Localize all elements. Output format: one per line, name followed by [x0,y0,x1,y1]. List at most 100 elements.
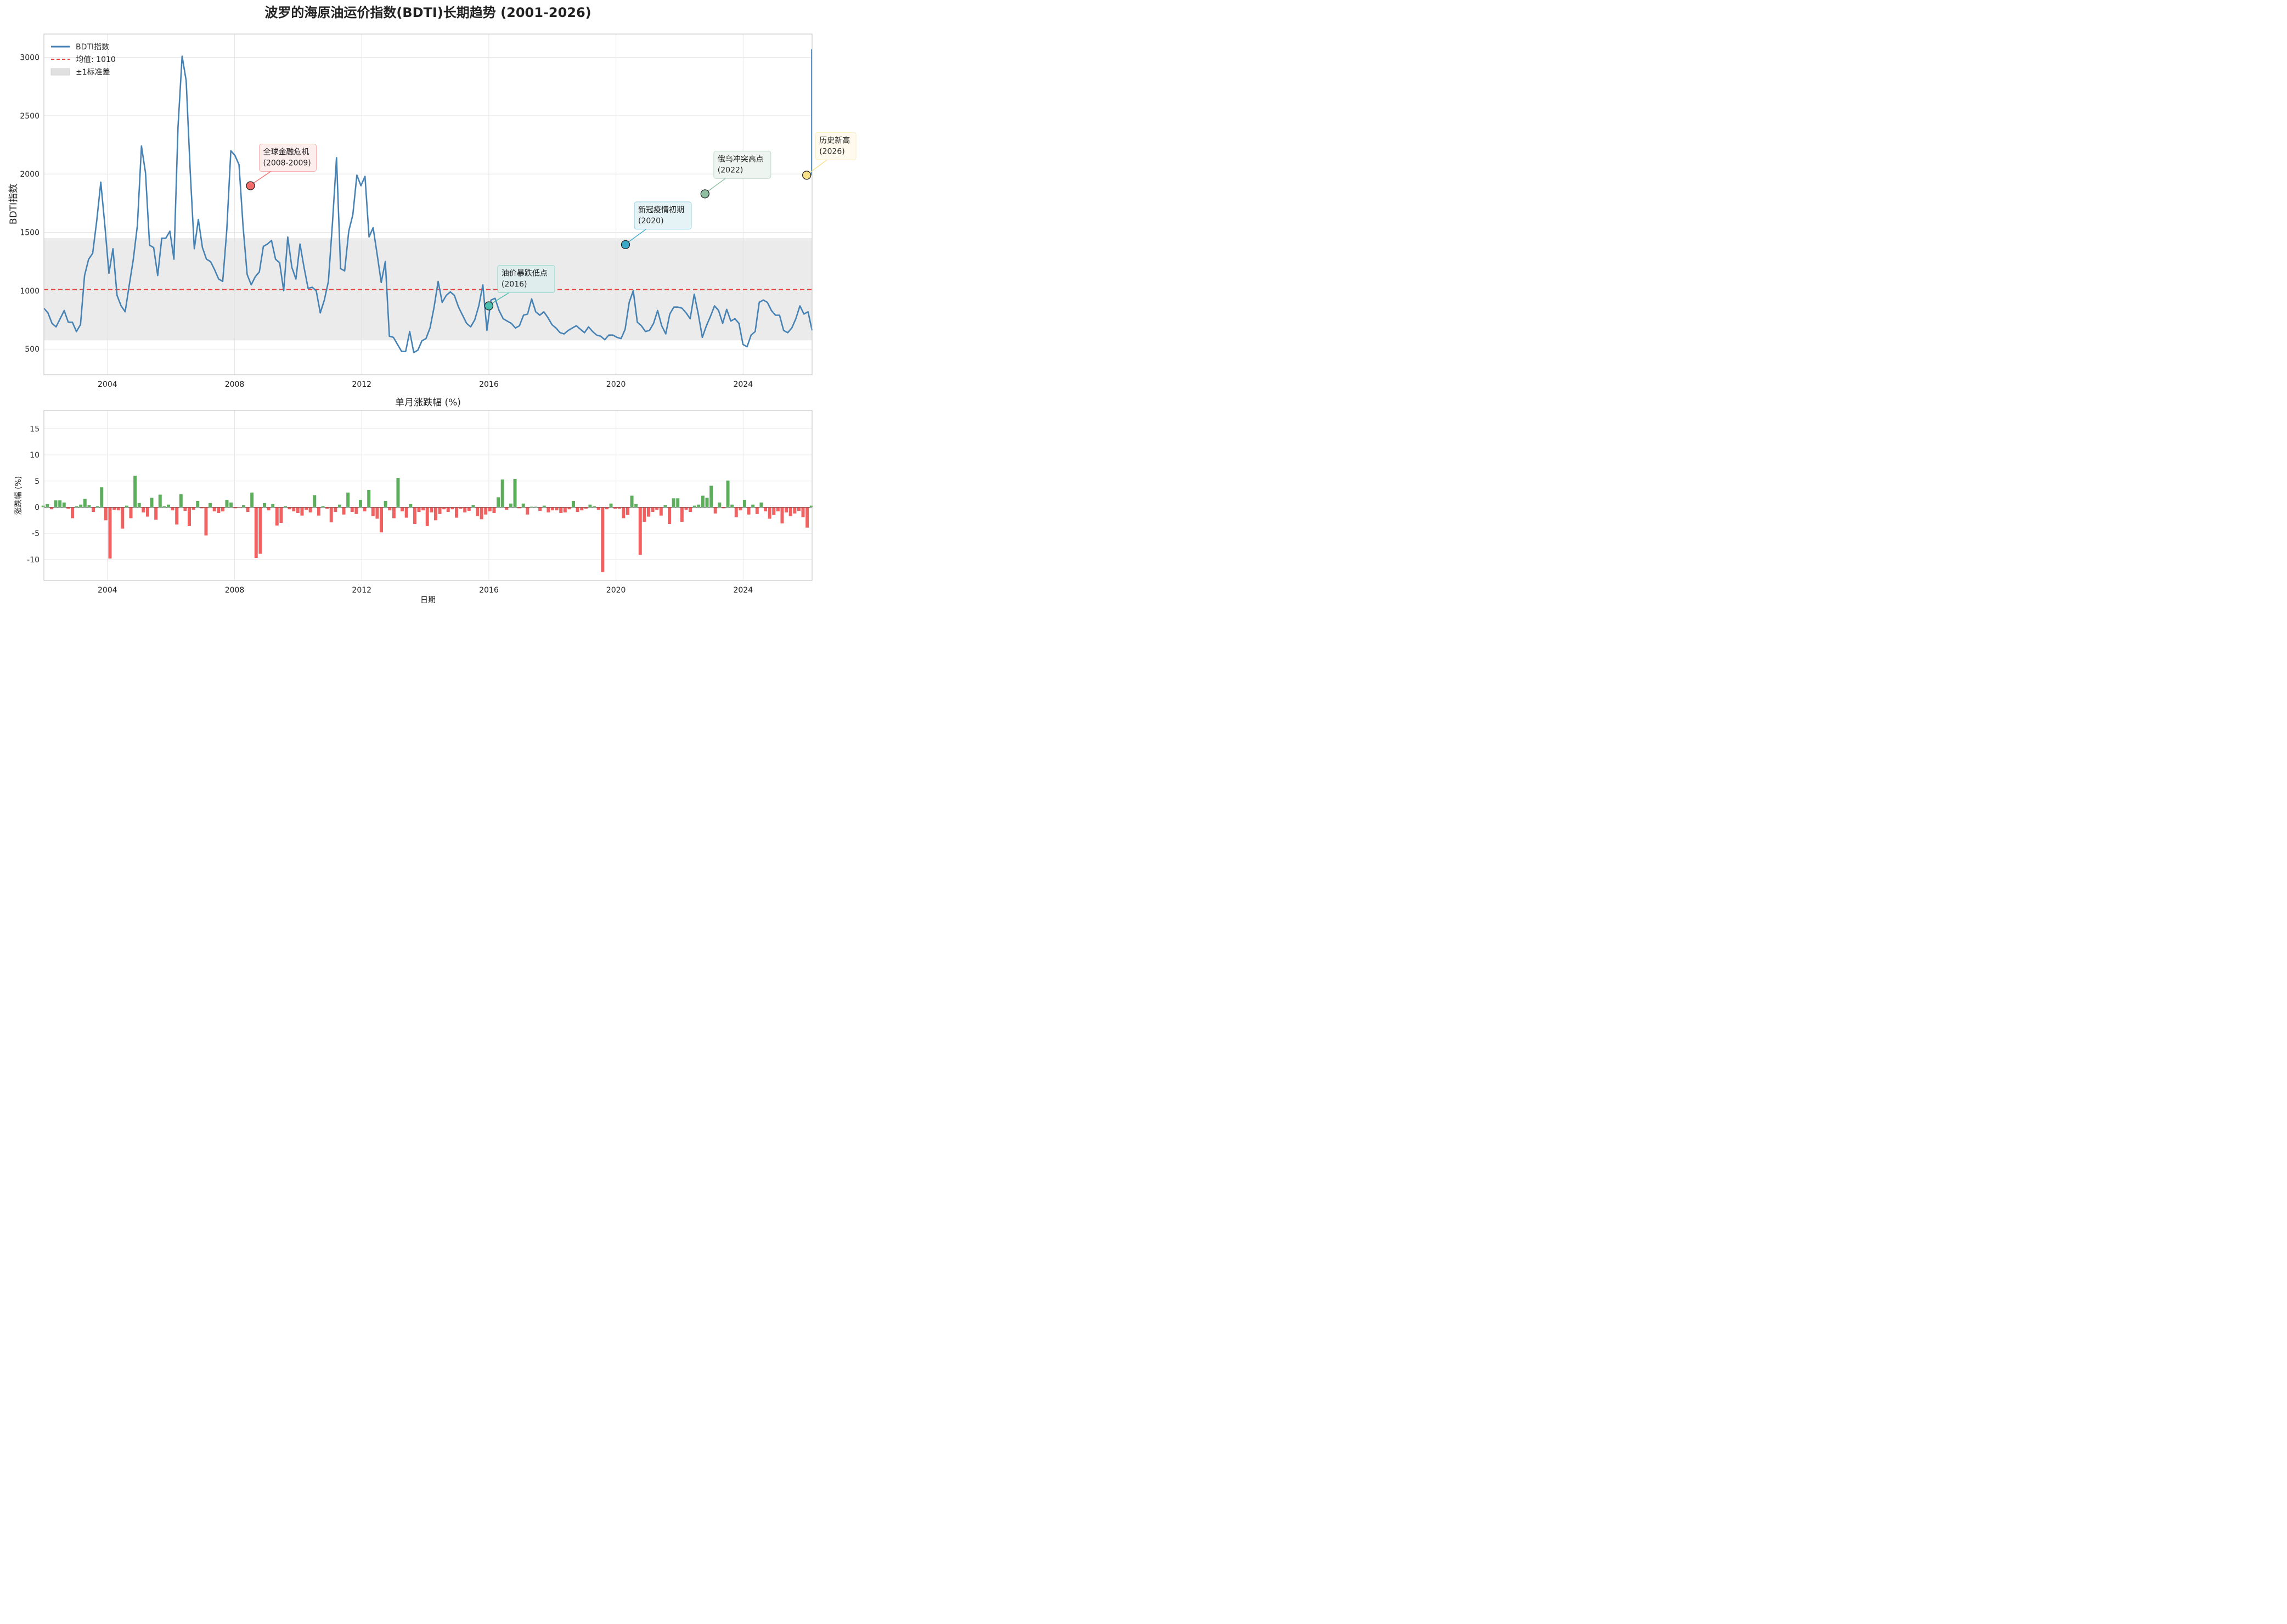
change-bar [801,507,805,517]
change-bar [442,507,446,510]
annotation-arrow [252,170,273,185]
change-bar [467,507,471,511]
annotation-marker [621,240,630,250]
change-bar [759,502,763,507]
change-bar [275,507,279,526]
change-bar [337,504,341,507]
change-bar [705,498,709,507]
change-bar [550,507,554,511]
change-bar [676,498,680,507]
annotation-arrow [808,158,829,174]
annotation-label: 历史新高 [819,136,850,145]
price-x-tick-label: 2012 [352,380,371,389]
legend: BDTI指数 均值: 1010 ±1标准差 [50,43,116,77]
change-bar [409,504,413,507]
price-y-tick-label: 2500 [20,112,40,121]
change-bar [509,503,512,507]
change-y-tick-label: 0 [35,503,40,512]
annotation-period: (2026) [819,147,845,156]
change-bar [121,507,125,529]
annotation-marker [484,301,494,311]
change-bar [646,507,650,517]
change-bar [643,507,646,522]
change-bar [433,507,437,521]
change-bar [254,507,258,558]
price-y-label: BDTI指数 [8,184,19,224]
change-bar [709,486,713,507]
change-bar [588,504,592,507]
change-bar [150,498,154,507]
change-bar [125,505,128,507]
annotation-box [258,143,317,172]
change-bar [576,507,579,512]
legend-band-swatch [50,68,70,76]
change-bar [638,507,642,555]
price-x-tick-label: 2020 [606,380,626,389]
change-bar [284,506,288,507]
change-bar [613,507,617,509]
change-bar [559,507,563,513]
change-bar [204,507,208,535]
change-bar [739,507,742,511]
change-bar [179,494,183,507]
change-bar [95,506,99,507]
chart-title: 波罗的海原油运价指数(BDTI)长期趋势 (2001-2026) [264,5,591,20]
annotation-box [497,265,555,294]
change-bar [764,507,768,512]
change-bar [371,507,375,516]
change-bar [726,480,730,507]
change-bar [100,487,104,507]
change-bar [200,507,204,509]
change-bar [233,507,237,509]
change-bar [793,507,797,514]
change-bar [454,507,458,518]
change-bar [196,501,200,507]
change-bar [713,507,717,514]
change-bar [108,507,112,559]
change-bar [401,507,404,512]
annotation-box [713,150,771,179]
change-bar [158,494,162,507]
change-bar [137,503,141,507]
change-bar [680,507,684,522]
change-bar [555,507,559,511]
price-x-tick-label: 2008 [225,380,245,389]
change-x-tick-label: 2012 [352,586,371,595]
change-bar [334,507,337,512]
change-bar [663,505,667,507]
change-bar [484,507,488,515]
change-bar [58,500,62,507]
change-bar [772,507,776,515]
change-bar [659,507,663,516]
change-bar [271,504,275,507]
change-bar [258,507,262,554]
change-bar [668,507,672,524]
price-y-tick-label: 2000 [20,170,40,179]
change-bar [317,507,320,516]
price-y-tick-label: 500 [25,345,40,354]
price-y-tick-label: 1000 [20,287,40,296]
bdti-series [43,49,813,353]
price-x-tick-label: 2016 [479,380,499,389]
change-bar [584,507,588,509]
annotation-period: (2022) [718,166,743,174]
change-x-tick-label: 2024 [733,586,753,595]
change-bar [785,507,788,512]
price-y-tick-label: 1500 [20,229,40,238]
change-bar [375,507,379,519]
change-x-tick-label: 2020 [606,586,626,595]
change-bar [41,505,45,507]
change-bar [425,507,429,526]
change-bar [392,507,396,518]
change-bar [229,502,233,507]
change-bar [605,507,609,510]
annotation-label: 油价暴跌低点 [502,269,548,278]
change-x-label: 日期 [420,596,436,605]
change-bar [354,507,358,514]
change-bar [396,478,400,507]
change-x-ticks: 2004 2008 2012 2016 2020 2024 [98,586,753,595]
price-y-ticks: 500 1000 1500 2000 2500 3000 [20,54,40,354]
change-bar [116,507,120,511]
change-bar [321,506,325,507]
